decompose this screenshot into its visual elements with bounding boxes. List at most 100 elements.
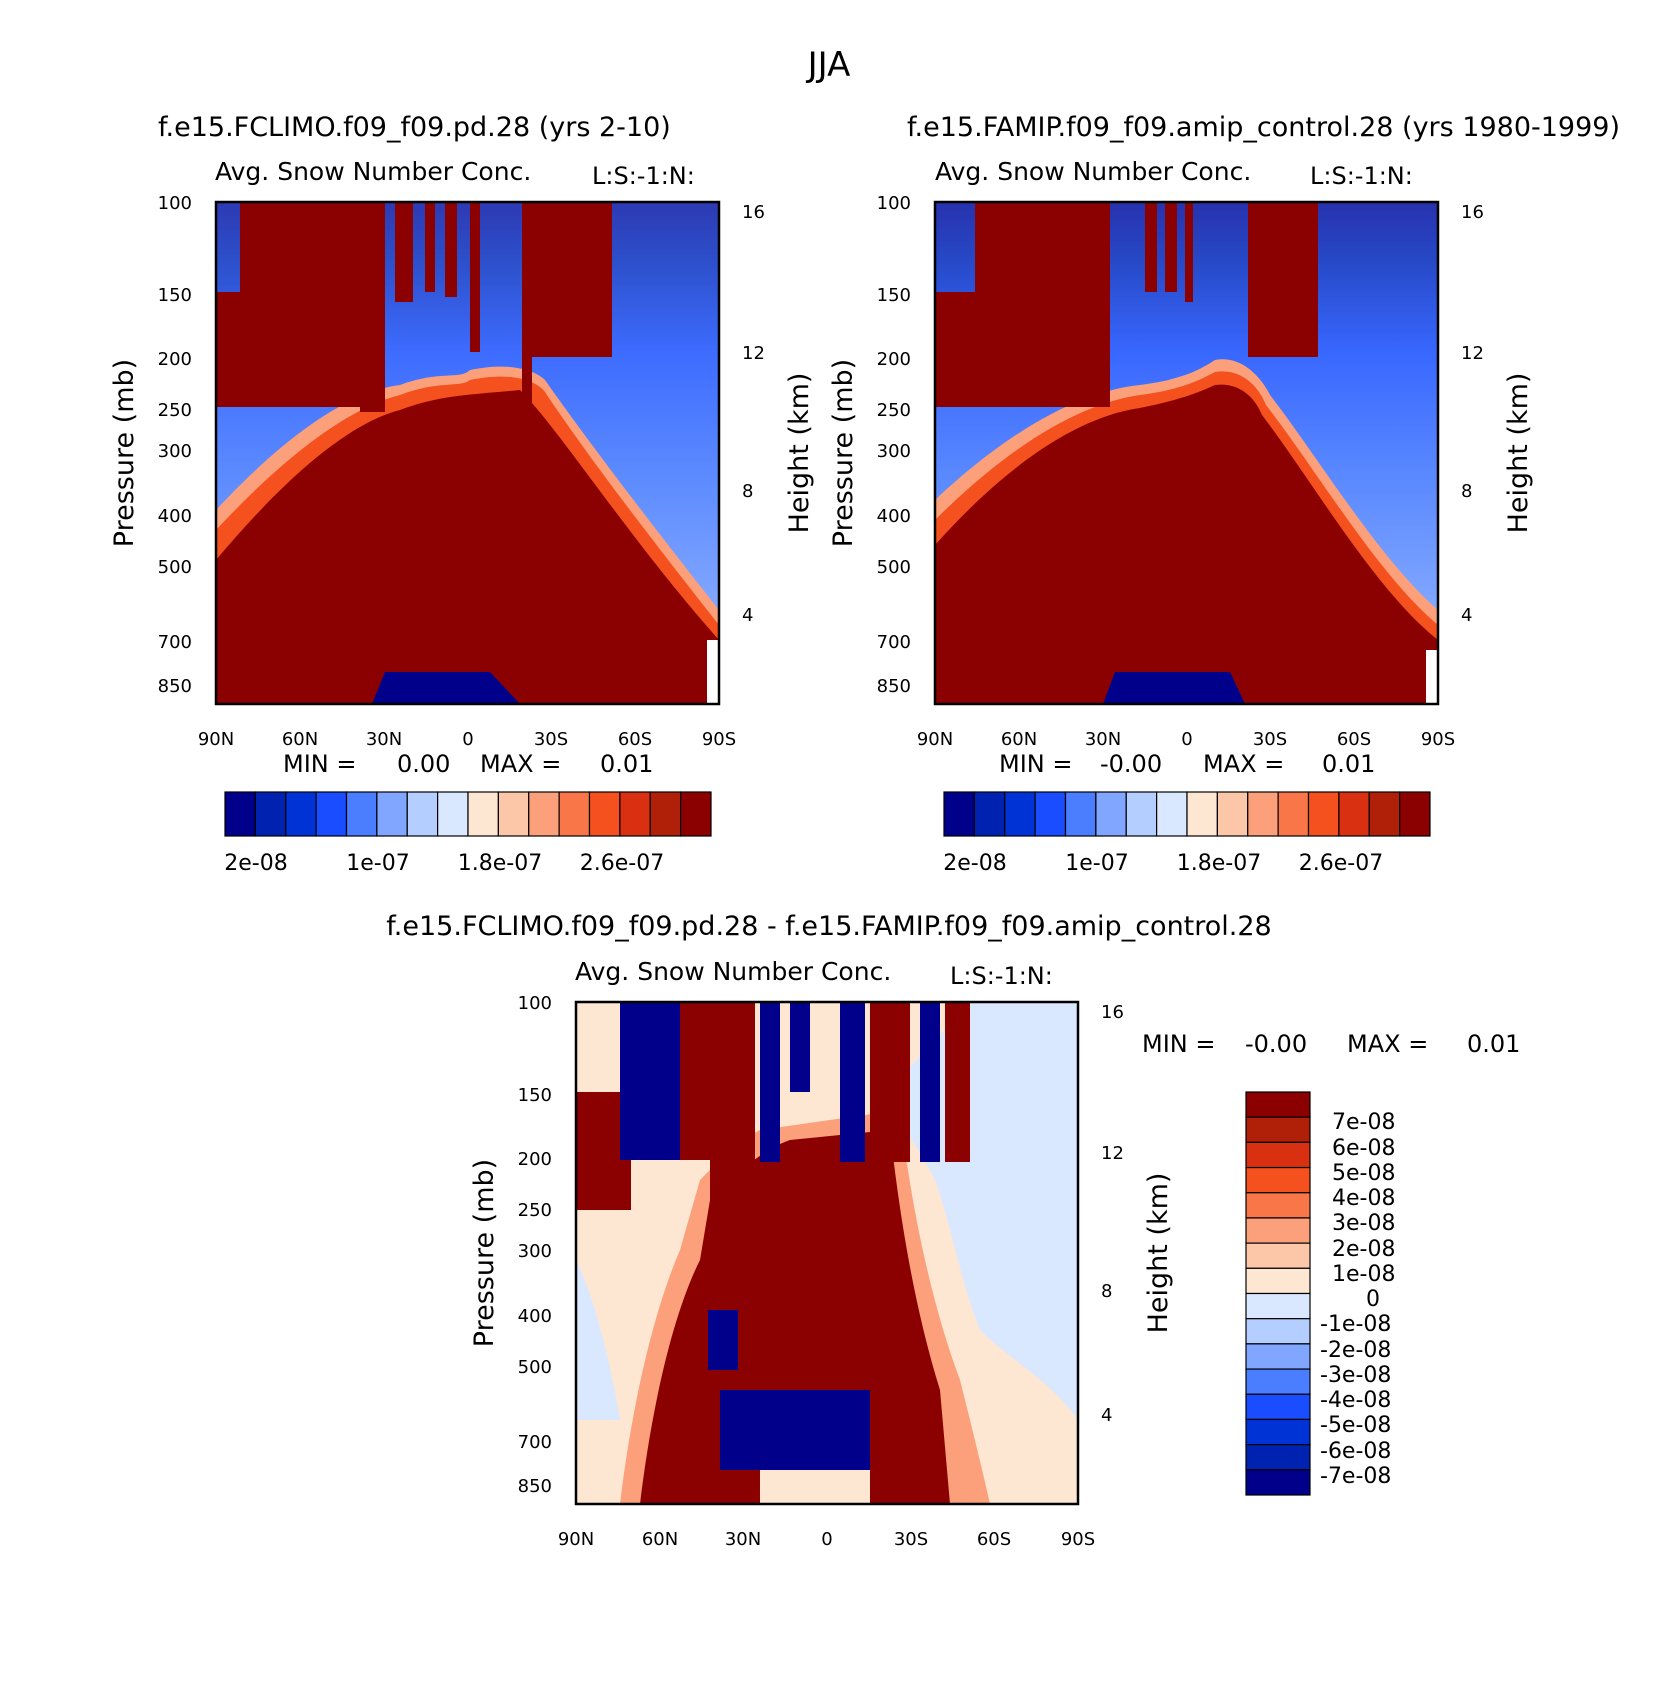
x-tick-label: 60S bbox=[977, 1529, 1011, 1550]
y-tick-label: 250 bbox=[518, 1200, 552, 1221]
y2-tick-label: 12 bbox=[1101, 1143, 1124, 1164]
y-tick-label: 300 bbox=[158, 441, 192, 462]
colorbar bbox=[224, 791, 712, 837]
y-ticks: 100 150 200 250 300 400 500 700 850 bbox=[158, 193, 192, 697]
y-tick-label: 700 bbox=[877, 632, 911, 653]
max-value: 0.01 bbox=[600, 750, 653, 778]
x-tick-label: 90S bbox=[1061, 1529, 1095, 1550]
colorbar-swatch bbox=[285, 791, 317, 837]
colorbar-swatch bbox=[1245, 1192, 1311, 1219]
colorbar-swatch bbox=[1399, 791, 1431, 837]
y2-tick-label: 12 bbox=[1461, 343, 1484, 364]
colorbar-swatch bbox=[254, 791, 287, 837]
plot-field bbox=[933, 200, 1440, 706]
y-tick-label: 150 bbox=[158, 285, 192, 306]
colorbar-label: 1.8e-07 bbox=[458, 851, 542, 876]
colorbar-swatch bbox=[315, 791, 348, 837]
colorbar-swatch bbox=[1245, 1292, 1311, 1320]
y-axis-label: Pressure (mb) bbox=[109, 359, 140, 547]
colorbar-swatch bbox=[1034, 791, 1067, 837]
y-tick-label: 100 bbox=[877, 193, 911, 214]
colorbar-swatch bbox=[528, 791, 560, 837]
x-ticks: 90N 60N 30N 0 30S 60S 90S bbox=[198, 729, 736, 750]
y2-tick-label: 12 bbox=[742, 343, 765, 364]
colorbar-swatch bbox=[224, 791, 256, 837]
colorbar-label: 1e-07 bbox=[1065, 851, 1128, 876]
colorbar-swatch bbox=[1216, 791, 1249, 837]
colorbar-label: -1e-08 bbox=[1320, 1312, 1391, 1337]
max-label: MAX = bbox=[1203, 750, 1284, 778]
y-tick-label: 700 bbox=[158, 632, 192, 653]
y2-tick-label: 16 bbox=[1101, 1002, 1124, 1023]
plot-field bbox=[574, 1000, 1080, 1506]
colorbar-swatch bbox=[558, 791, 591, 837]
min-value: -0.00 bbox=[1245, 1030, 1307, 1058]
y2-tick-label: 16 bbox=[1461, 202, 1484, 223]
colorbar-label: 1.8e-07 bbox=[1177, 851, 1261, 876]
y-tick-label: 700 bbox=[518, 1432, 552, 1453]
colorbar-swatch bbox=[1186, 791, 1218, 837]
y-tick-label: 150 bbox=[877, 285, 911, 306]
colorbar-swatch bbox=[943, 791, 975, 837]
colorbar-label: 2.6e-07 bbox=[1299, 851, 1383, 876]
colorbar-label: 6e-08 bbox=[1332, 1136, 1395, 1161]
colorbar-label: 2.6e-07 bbox=[580, 851, 664, 876]
panel-subtitle: Avg. Snow Number Conc. bbox=[935, 157, 1251, 186]
corner-label: L:S:-1:N: bbox=[592, 162, 695, 190]
min-value: 0.00 bbox=[397, 750, 450, 778]
x-ticks: 90N 60N 30N 0 30S 60S 90S bbox=[917, 729, 1455, 750]
colorbar-swatch bbox=[1245, 1217, 1311, 1244]
x-tick-label: 30S bbox=[534, 729, 568, 750]
colorbar bbox=[943, 791, 1431, 837]
colorbar-label: -7e-08 bbox=[1320, 1464, 1391, 1489]
colorbar-swatch bbox=[1245, 1116, 1311, 1143]
colorbar-swatch bbox=[1125, 791, 1158, 837]
colorbar-label: 7e-08 bbox=[1332, 1110, 1395, 1135]
min-label: MIN = bbox=[283, 750, 356, 778]
y2-axis-label: Height (km) bbox=[784, 373, 815, 534]
colorbar-label: -2e-08 bbox=[1320, 1338, 1391, 1363]
y2-ticks: 16 12 8 4 bbox=[742, 202, 765, 626]
y-tick-label: 850 bbox=[877, 676, 911, 697]
colorbar-label: 2e-08 bbox=[1332, 1237, 1395, 1262]
colorbar-swatch bbox=[1245, 1091, 1311, 1118]
colorbar-swatch bbox=[1277, 791, 1310, 837]
min-label: MIN = bbox=[1142, 1030, 1215, 1058]
x-tick-label: 30N bbox=[725, 1529, 761, 1550]
y-ticks: 100 150 200 250 300 400 500 700 850 bbox=[877, 193, 911, 697]
x-tick-label: 30N bbox=[366, 729, 402, 750]
colorbar-label: 1e-07 bbox=[346, 851, 409, 876]
colorbar-swatch bbox=[1064, 791, 1097, 837]
plot-field bbox=[214, 200, 721, 706]
colorbar-swatch bbox=[1245, 1418, 1311, 1446]
colorbar-swatch bbox=[467, 791, 499, 837]
y2-tick-label: 16 bbox=[742, 202, 765, 223]
colorbar-swatch bbox=[437, 791, 469, 837]
max-value: 0.01 bbox=[1467, 1030, 1520, 1058]
x-tick-label: 0 bbox=[1181, 729, 1192, 750]
colorbar-swatch bbox=[345, 791, 378, 837]
y-axis-label: Pressure (mb) bbox=[469, 1159, 500, 1347]
colorbar-swatch bbox=[1245, 1393, 1311, 1421]
x-tick-label: 90S bbox=[1421, 729, 1455, 750]
colorbar-label: 1e-08 bbox=[1332, 1262, 1395, 1287]
max-label: MAX = bbox=[1347, 1030, 1428, 1058]
colorbar-label: -3e-08 bbox=[1320, 1363, 1391, 1388]
y-tick-label: 500 bbox=[158, 557, 192, 578]
y-tick-label: 150 bbox=[518, 1085, 552, 1106]
panel-top-left: f.e15.FCLIMO.f09_f09.pd.28 (yrs 2-10) Av… bbox=[109, 112, 815, 876]
colorbar-swatch bbox=[1156, 791, 1188, 837]
y2-tick-label: 8 bbox=[1101, 1281, 1112, 1302]
x-tick-label: 90N bbox=[917, 729, 953, 750]
x-tick-label: 60S bbox=[618, 729, 652, 750]
x-tick-label: 0 bbox=[462, 729, 473, 750]
y-tick-label: 300 bbox=[518, 1241, 552, 1262]
corner-label: L:S:-1:N: bbox=[950, 962, 1053, 990]
y2-tick-label: 4 bbox=[742, 605, 753, 626]
colorbar-swatch bbox=[1245, 1267, 1311, 1295]
x-ticks: 90N 60N 30N 0 30S 60S 90S bbox=[558, 1529, 1095, 1550]
colorbar-swatch bbox=[1245, 1469, 1311, 1496]
x-tick-label: 60N bbox=[282, 729, 318, 750]
colorbar-label: -6e-08 bbox=[1320, 1439, 1391, 1464]
